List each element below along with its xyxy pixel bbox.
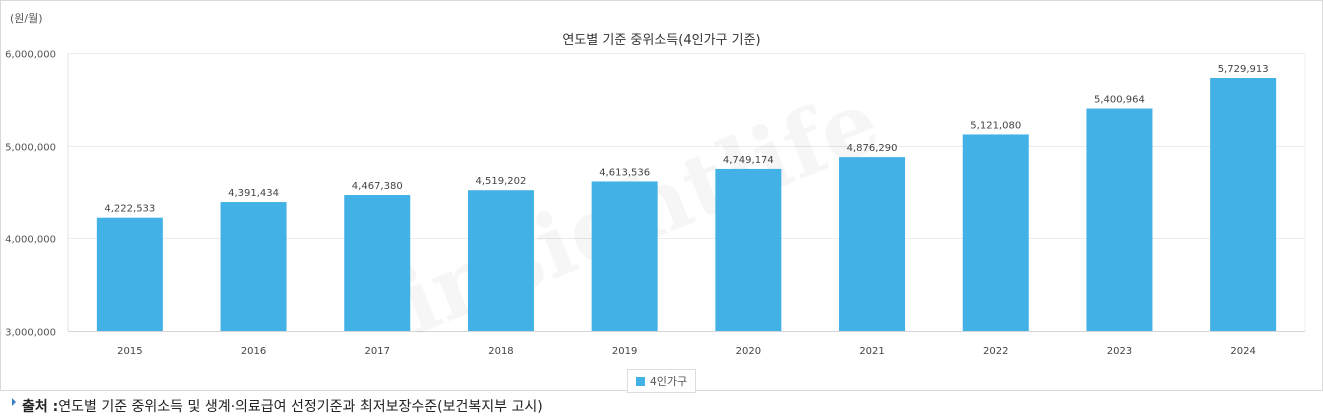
data-label: 4,391,434 (228, 188, 279, 199)
bar (962, 134, 1029, 331)
legend: 4인가구 (0, 369, 1323, 393)
data-label: 4,519,202 (475, 176, 526, 187)
x-tick-label: 2017 (365, 346, 390, 357)
bar (839, 157, 906, 331)
source-text: 연도별 기준 중위소득 및 생계·의료급여 선정기준과 최저보장수준(보건복지부… (58, 399, 543, 415)
data-label: 5,400,964 (1094, 95, 1145, 106)
legend-item[interactable]: 4인가구 (626, 369, 697, 393)
legend-label: 4인가구 (649, 375, 688, 388)
legend-swatch (635, 376, 645, 386)
bar (715, 168, 782, 331)
source-note: 출처 : 연도별 기준 중위소득 및 생계·의료급여 선정기준과 최저보장수준(… (12, 396, 543, 416)
data-label: 5,121,080 (970, 120, 1021, 131)
x-tick-label: 2023 (1107, 346, 1132, 357)
x-tick-label: 2019 (612, 346, 637, 357)
data-label: 4,222,533 (104, 204, 155, 215)
x-tick-label: 2024 (1230, 346, 1255, 357)
unit-label: (원/월) (10, 12, 43, 25)
data-label: 4,876,290 (847, 143, 898, 154)
bar (467, 190, 534, 331)
y-tick-label: 6,000,000 (5, 50, 56, 61)
x-tick-label: 2022 (983, 346, 1008, 357)
y-axis-ticks: 3,000,000 4,000,000 5,000,000 6,000,000 (5, 50, 56, 339)
x-tick-label: 2020 (736, 346, 761, 357)
chart-title: 연도별 기준 중위소득(4인가구 기준) (562, 33, 761, 48)
bar (1210, 78, 1277, 331)
x-tick-label: 2015 (117, 346, 142, 357)
bar (1086, 108, 1153, 331)
data-label: 5,729,913 (1218, 64, 1269, 75)
x-tick-label: 2016 (241, 346, 266, 357)
x-axis-ticks: 2015 2016 2017 2018 2019 2020 2021 2022 2023 2024 (117, 346, 1256, 357)
data-label: 4,749,174 (723, 155, 774, 166)
x-tick-label: 2021 (859, 346, 884, 357)
data-label: 4,613,536 (599, 167, 650, 178)
bar (344, 195, 411, 331)
bars (96, 78, 1277, 331)
y-tick-label: 3,000,000 (5, 328, 56, 339)
x-tick-label: 2018 (488, 346, 513, 357)
bar (220, 202, 287, 331)
bar (96, 217, 163, 331)
bullet-icon (12, 398, 16, 406)
data-labels: 4,222,533 4,391,434 4,467,380 4,519,202 4,61… (104, 64, 1268, 215)
y-tick-label: 4,000,000 (5, 235, 56, 246)
data-label: 4,467,380 (352, 181, 403, 192)
source-label: 출처 : (22, 399, 59, 415)
bar (591, 181, 658, 331)
y-tick-label: 5,000,000 (5, 143, 56, 154)
